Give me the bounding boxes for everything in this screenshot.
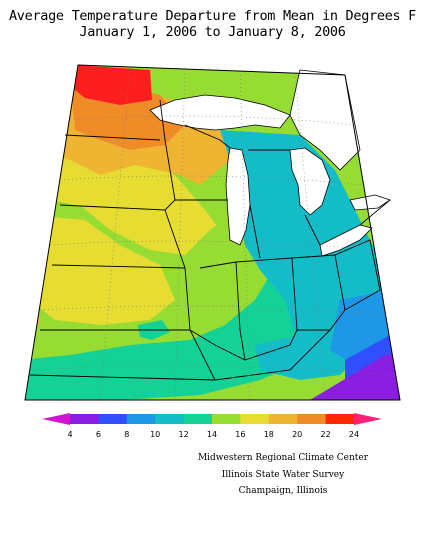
legend-arrow-high xyxy=(354,413,382,425)
legend-labels: 4 6 8 10 12 14 16 18 20 22 24 xyxy=(67,430,359,439)
legend-swatch xyxy=(297,414,327,424)
zone-6 xyxy=(310,355,400,400)
zone-12 xyxy=(220,130,385,345)
legend-tick-label: 12 xyxy=(179,430,189,439)
legend-swatch xyxy=(126,414,156,424)
legend-arrow-low xyxy=(42,413,70,425)
legend-tick-label: 4 xyxy=(67,430,72,439)
credit-organization: Midwestern Regional Climate Center xyxy=(197,453,369,463)
lake-erie xyxy=(319,224,373,257)
zone-18-inner xyxy=(30,215,175,325)
legend-tick-label: 22 xyxy=(321,430,331,439)
legend-tick-label: 24 xyxy=(349,430,359,439)
credit-survey: Illinois State Water Survey xyxy=(221,470,345,480)
legend-tick-label: 8 xyxy=(124,430,129,439)
map-date-range: January 1, 2006 to January 8, 2006 xyxy=(79,24,346,40)
lake-superior xyxy=(149,94,291,131)
lake-ontario xyxy=(349,194,391,211)
zone-24 xyxy=(75,65,152,105)
legend-swatch xyxy=(98,414,128,424)
legend-swatch xyxy=(268,414,298,424)
legend-swatch xyxy=(212,414,241,424)
legend-swatch xyxy=(155,414,185,424)
legend-swatch xyxy=(325,414,355,424)
state-boundaries xyxy=(29,99,391,381)
map-title: Average Temperature Departure from Mean … xyxy=(8,8,417,24)
legend-swatch xyxy=(240,414,270,424)
map-frame xyxy=(24,64,401,401)
legend-tick-label: 20 xyxy=(292,430,302,439)
legend-bar xyxy=(42,413,382,425)
legend-tick-label: 6 xyxy=(96,430,101,439)
legend-tick-label: 16 xyxy=(235,430,245,439)
legend-tick-label: 14 xyxy=(207,430,217,439)
great-lakes xyxy=(149,69,391,257)
legend-tick-label: 18 xyxy=(264,430,274,439)
credit-location: Champaign, Illinois xyxy=(238,486,328,496)
legend-tick-label: 10 xyxy=(150,430,160,439)
legend-swatch xyxy=(183,414,213,424)
lake-huron xyxy=(289,147,331,216)
lake-michigan xyxy=(225,147,251,246)
legend-swatch xyxy=(70,414,99,424)
